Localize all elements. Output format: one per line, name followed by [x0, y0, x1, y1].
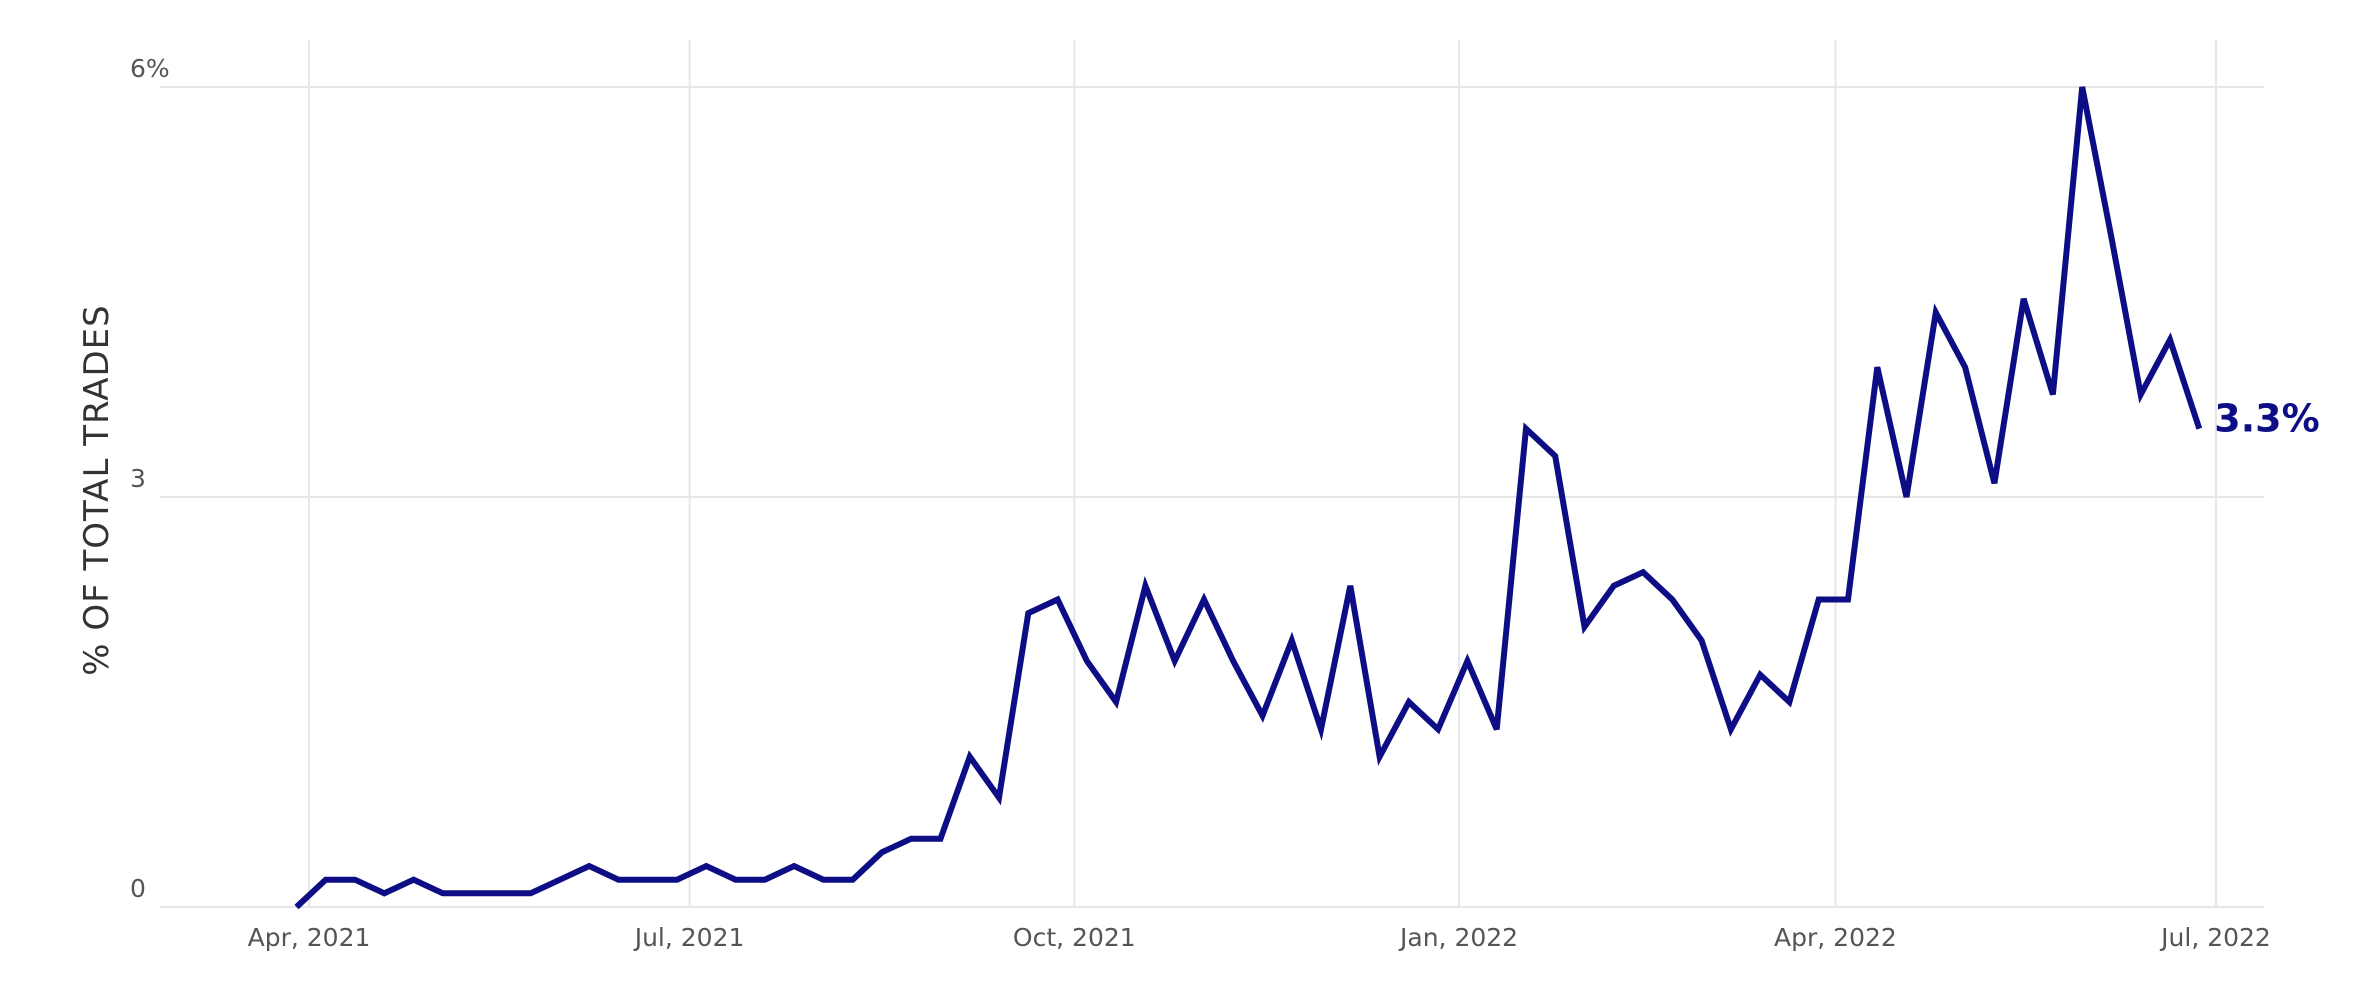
series-layer: 3.3% [294, 86, 2320, 910]
x-tick-label: Apr, 2022 [1774, 923, 1897, 952]
x-tick-label: Jan, 2022 [1398, 923, 1518, 952]
y-tick-label: 3 [130, 464, 146, 493]
y-axis-title: % OF TOTAL TRADES [77, 304, 117, 675]
tick-layer: 0 3 6% Apr, 2021 Jul, 2021 Oct, 2021 Jan, 2022… [130, 54, 2271, 952]
y-tick-label: 0 [130, 874, 146, 903]
x-tick-label: Jul, 2021 [633, 923, 745, 952]
x-tick-label: Jul, 2022 [2159, 923, 2271, 952]
x-tick-label: Oct, 2021 [1013, 923, 1136, 952]
y-tick-label: 6% [130, 54, 170, 83]
series-line [294, 86, 2203, 910]
end-value-label: 3.3% [2214, 397, 2319, 441]
x-tick-label: Apr, 2021 [248, 923, 371, 952]
grid-layer [160, 40, 2264, 908]
